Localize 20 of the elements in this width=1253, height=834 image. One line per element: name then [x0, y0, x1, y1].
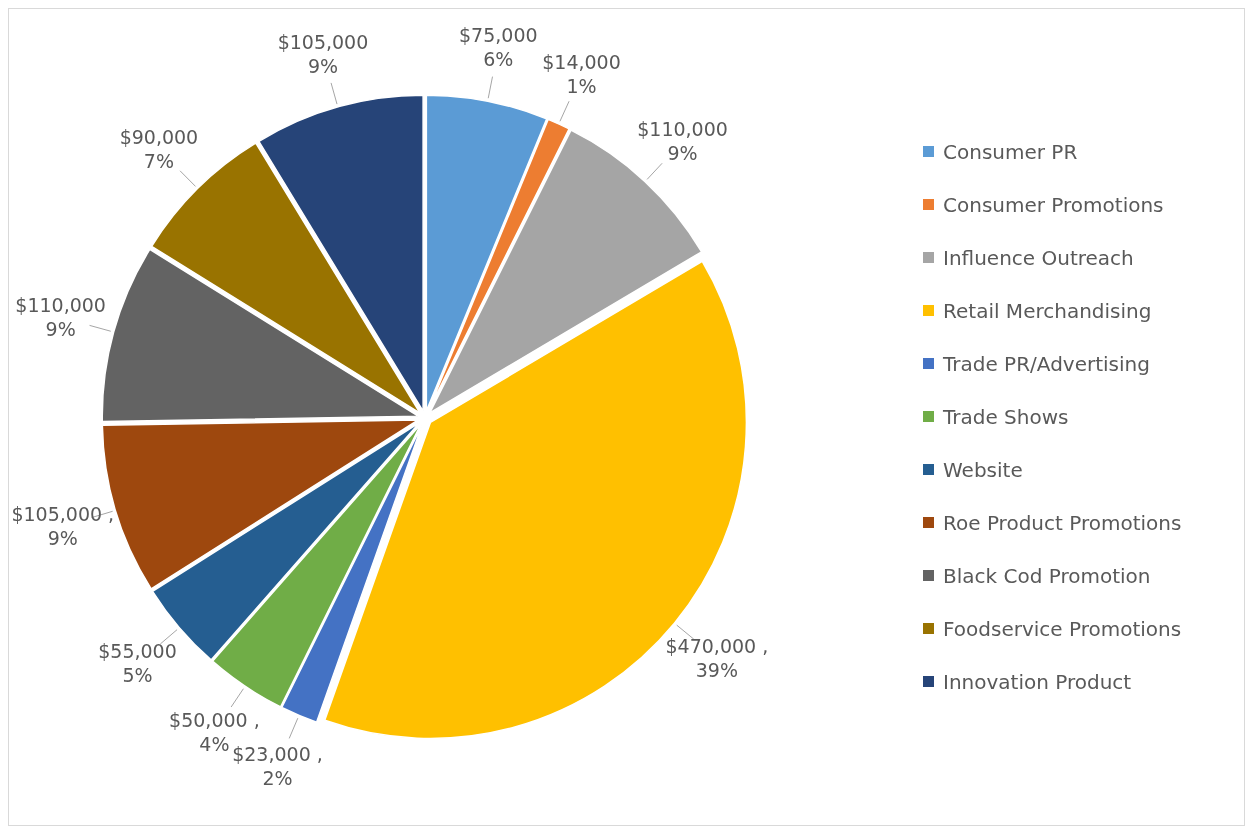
data-label: $470,000 , 39%	[665, 635, 769, 682]
data-label: $110,000 9%	[637, 118, 728, 165]
data-label: $75,000 6%	[459, 24, 538, 71]
data-label: $55,000 5%	[98, 640, 177, 687]
data-label: $14,000 1%	[542, 50, 621, 97]
legend-label: Innovation Product	[943, 670, 1132, 694]
legend-label: Website	[943, 458, 1023, 482]
legend-label: Roe Product Promotions	[943, 511, 1182, 535]
legend-label: Consumer PR	[943, 140, 1078, 164]
legend-label: Black Cod Promotion	[943, 564, 1151, 588]
legend-label: Influence Outreach	[943, 246, 1134, 270]
legend-label: Consumer Promotions	[943, 193, 1164, 217]
data-label: $110,000 9%	[15, 294, 106, 341]
data-label: $105,000 9%	[277, 31, 369, 78]
data-label: $90,000 7%	[119, 126, 199, 173]
legend-label: Trade Shows	[942, 405, 1069, 429]
data-label: $105,000 , 9%	[11, 503, 115, 550]
legend-label: Retail Merchandising	[943, 299, 1152, 323]
legend-label: Trade PR/Advertising	[942, 352, 1150, 376]
legend-label: Foodservice Promotions	[943, 617, 1182, 641]
